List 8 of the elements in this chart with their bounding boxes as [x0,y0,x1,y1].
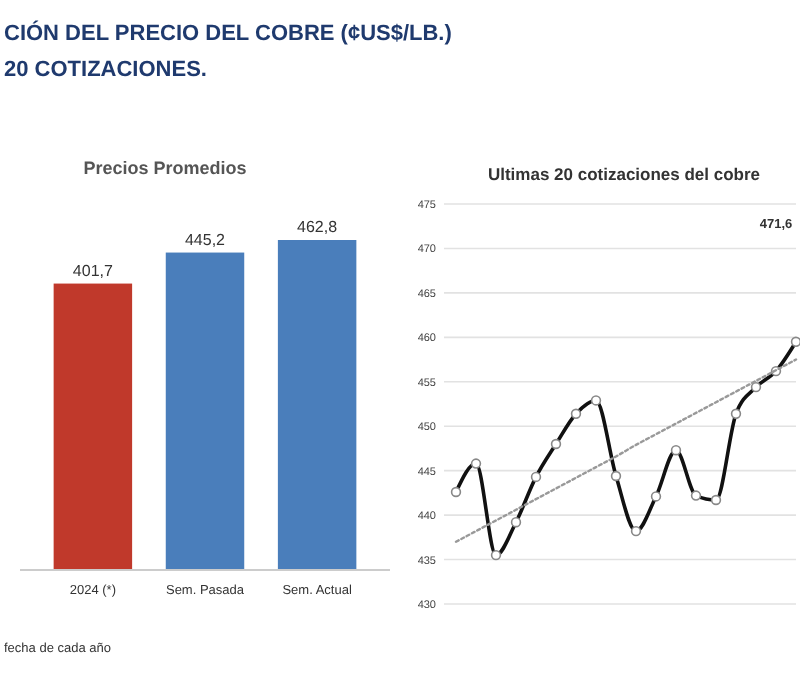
chart-title: Precios Promedios [83,158,247,178]
data-label: 401,7 [72,261,114,280]
data-label: 462,8 [297,218,339,236]
line-series [454,358,798,543]
text: CIÓN DEL PRECIO DEL COBRE (¢US$/LB.) [4,20,453,46]
text: 20 COTIZACIONES. [4,58,207,82]
data-label: 445,2 [184,230,227,249]
chart-title: Ultimas 20 cotizaciones del cobre [487,164,761,184]
